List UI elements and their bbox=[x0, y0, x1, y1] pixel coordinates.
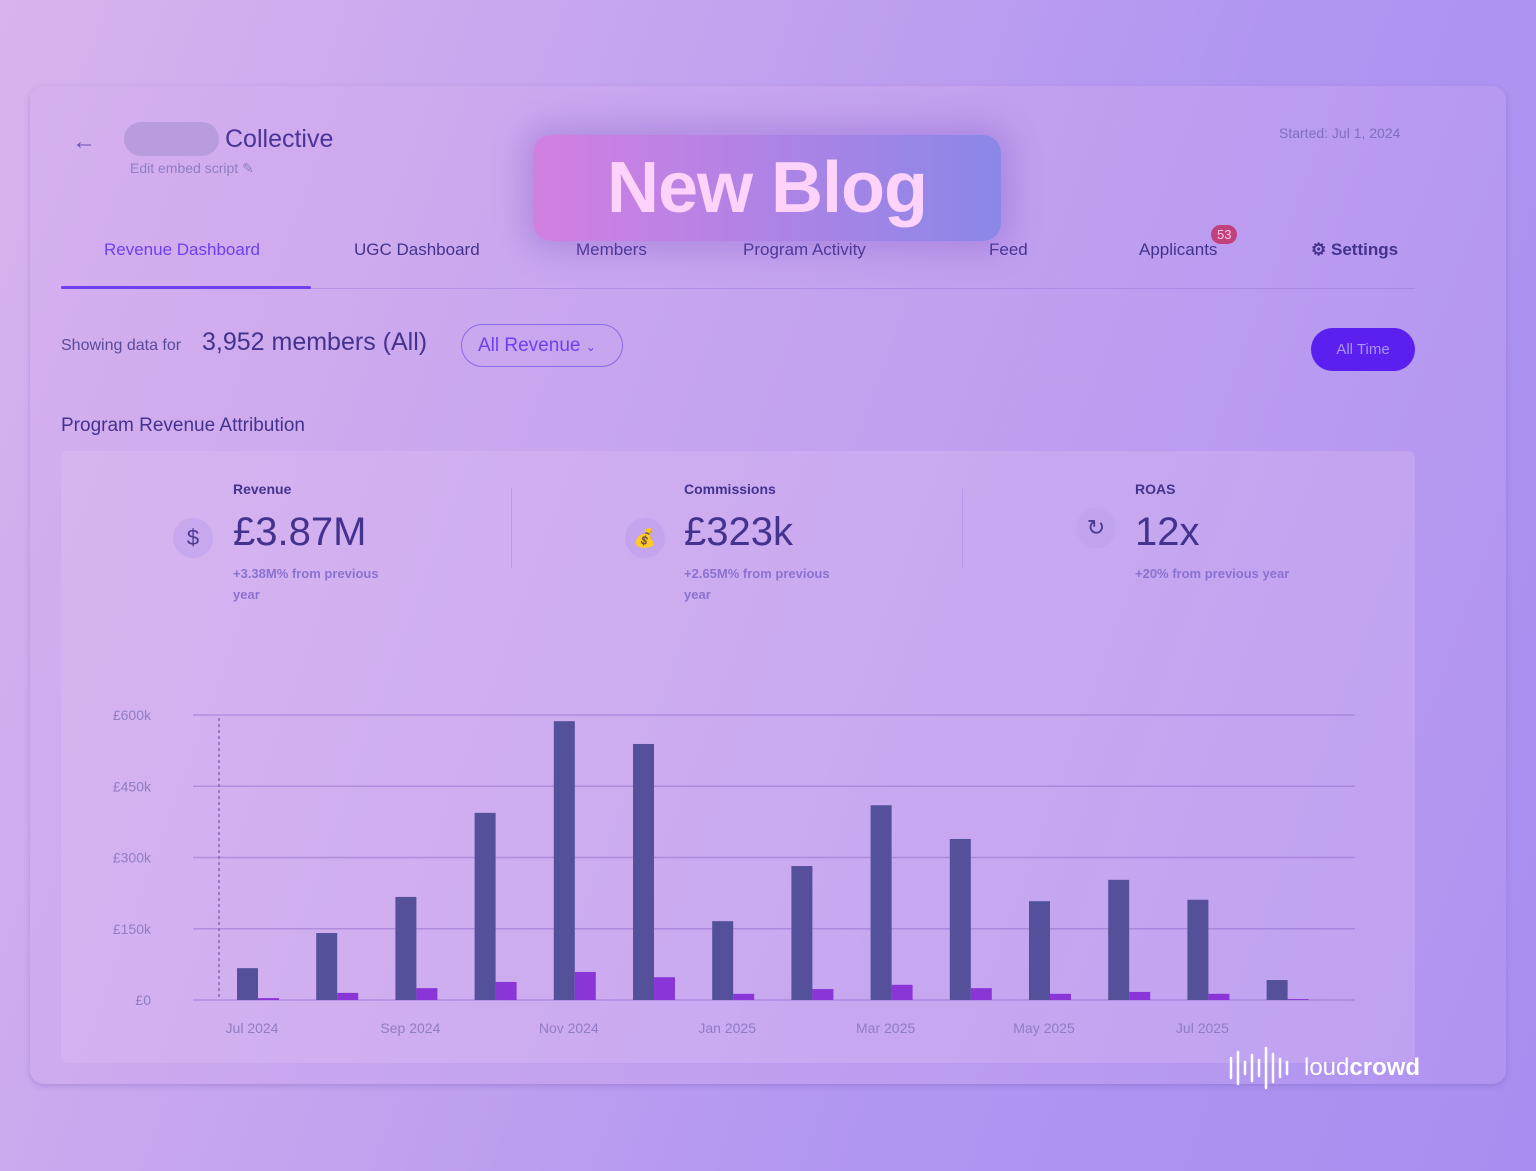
stat-divider bbox=[511, 488, 512, 568]
new-blog-banner: New Blog bbox=[533, 135, 1001, 241]
x-tick-label: Nov 2024 bbox=[539, 1020, 599, 1036]
loudcrowd-logo: loudcrowd bbox=[1228, 1046, 1420, 1090]
edit-embed-script-link[interactable]: Edit embed script ✎ bbox=[130, 160, 254, 177]
revenue-bar bbox=[1029, 901, 1050, 1000]
commission-bar bbox=[1129, 991, 1151, 1000]
revenue-bar bbox=[633, 743, 654, 1000]
stat-value: £3.87M bbox=[233, 510, 367, 554]
settings-label: Settings bbox=[1330, 240, 1399, 259]
stat-label: ROAS bbox=[1135, 481, 1176, 497]
x-tick-label: Jul 2025 bbox=[1176, 1020, 1229, 1036]
tab-applicants[interactable]: Applicants bbox=[1139, 240, 1218, 259]
revenue-bar bbox=[553, 721, 575, 1000]
logo-text: loud bbox=[1304, 1054, 1350, 1081]
edit-embed-label: Edit embed script bbox=[130, 160, 239, 176]
commission-bar bbox=[970, 988, 992, 1000]
revenue-bar bbox=[237, 968, 258, 1000]
dropdown-value: All Revenue bbox=[478, 335, 581, 356]
hand-money-icon: 💰 bbox=[625, 518, 665, 558]
dollar-icon: $ bbox=[173, 518, 213, 558]
revenue-bar bbox=[474, 812, 496, 1000]
y-tick-label: £0 bbox=[135, 992, 151, 1008]
revenue-bar bbox=[712, 921, 734, 1000]
tab-members[interactable]: Members bbox=[576, 240, 647, 259]
stat-value: £323k bbox=[684, 510, 793, 554]
back-arrow-icon[interactable]: ← bbox=[72, 128, 96, 155]
x-tick-label: Jul 2024 bbox=[226, 1020, 279, 1036]
x-tick-label: Mar 2025 bbox=[856, 1020, 915, 1036]
page-title: Collective bbox=[225, 125, 334, 153]
tab-ugc-dashboard[interactable]: UGC Dashboard bbox=[354, 240, 480, 259]
all-time-button[interactable]: All Time bbox=[1311, 328, 1415, 371]
tabs-divider bbox=[61, 288, 1415, 289]
refresh-dollar-icon: ↻ bbox=[1076, 508, 1116, 548]
applicants-count-badge: 53 bbox=[1211, 225, 1238, 244]
x-tick-label: Jan 2025 bbox=[698, 1020, 756, 1036]
revenue-bar bbox=[949, 838, 971, 1000]
revenue-filter-dropdown[interactable]: All Revenue ⌄ bbox=[461, 324, 623, 367]
showing-data-label: Showing data for bbox=[61, 337, 182, 354]
commission-bar bbox=[574, 971, 596, 1000]
pencil-icon: ✎ bbox=[242, 160, 254, 176]
active-tab-indicator bbox=[61, 286, 311, 289]
started-date: Started: Jul 1, 2024 bbox=[1279, 125, 1401, 141]
revenue-bar bbox=[1108, 879, 1130, 1000]
stat-change: +3.38M% from previous year bbox=[233, 566, 379, 602]
tab-revenue-dashboard[interactable]: Revenue Dashboard bbox=[104, 240, 260, 259]
soundwave-icon bbox=[1229, 1046, 1289, 1090]
commission-bar bbox=[812, 989, 834, 1000]
stat-label: Revenue bbox=[233, 481, 292, 497]
x-tick-label: Sep 2024 bbox=[380, 1020, 440, 1036]
y-tick-label: £450k bbox=[113, 778, 152, 794]
tab-settings[interactable]: ⚙ Settings bbox=[1311, 240, 1398, 260]
tab-program-activity[interactable]: Program Activity bbox=[743, 240, 866, 259]
gear-icon: ⚙ bbox=[1311, 240, 1327, 259]
stat-label: Commissions bbox=[684, 481, 776, 497]
tab-feed[interactable]: Feed bbox=[989, 240, 1028, 259]
commission-bar bbox=[891, 984, 913, 1000]
commission-bar bbox=[1287, 999, 1309, 1000]
section-title: Program Revenue Attribution bbox=[61, 415, 305, 436]
dashboard-window bbox=[30, 86, 1506, 1084]
revenue-bar bbox=[1266, 980, 1288, 1000]
revenue-bar bbox=[395, 896, 417, 1000]
revenue-bar bbox=[1187, 899, 1209, 1000]
commission-bar bbox=[1208, 993, 1230, 1000]
commission-bar bbox=[733, 993, 755, 1000]
stat-divider bbox=[962, 488, 963, 568]
y-tick-label: £300k bbox=[113, 850, 152, 866]
commission-bar bbox=[337, 992, 359, 1000]
stat-change: +20% from previous year bbox=[1135, 566, 1290, 581]
commission-bar bbox=[495, 981, 517, 1000]
member-count: 3,952 members (All) bbox=[202, 328, 428, 356]
commission-bar bbox=[654, 977, 675, 1000]
revenue-bar bbox=[870, 805, 892, 1000]
commission-bar bbox=[416, 988, 438, 1000]
y-tick-label: £600k bbox=[113, 707, 152, 723]
commission-bar bbox=[258, 998, 279, 1000]
commission-bar bbox=[1050, 993, 1071, 1000]
x-tick-label: May 2025 bbox=[1013, 1020, 1075, 1036]
revenue-bar bbox=[791, 866, 813, 1000]
y-tick-label: £150k bbox=[113, 921, 152, 937]
stat-change: +2.65M% from previous year bbox=[684, 566, 830, 602]
chevron-down-icon: ⌄ bbox=[585, 340, 596, 354]
redacted-brand-name bbox=[124, 122, 219, 156]
revenue-bar bbox=[316, 933, 338, 1000]
stat-value: 12x bbox=[1135, 510, 1200, 554]
